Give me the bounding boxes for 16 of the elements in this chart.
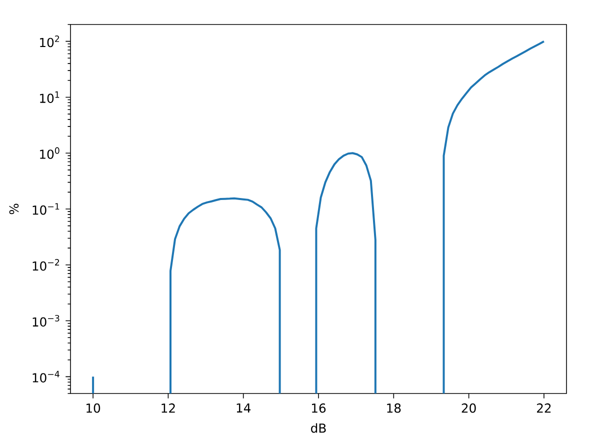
x-tick-label: 22 [536,403,551,413]
y-tick-label: 10$^{−3}$ [32,314,60,327]
x-tick-label: 20 [462,403,476,413]
y-tick-label: 10$^{−4}$ [32,370,60,382]
x-tick-label: 12 [162,403,175,413]
y-tick-label: 10$^{−1}$ [32,203,60,215]
y-tick-label: 10$^{1}$ [40,91,60,103]
x-tick-label: 10 [86,403,100,413]
y-tick-label: 10$^{2}$ [40,35,60,48]
x-tick-label: 16 [312,403,326,413]
y-tick-label: 10$^{0}$ [40,147,60,159]
y-tick-label: 10$^{−2}$ [32,259,60,271]
y-axis-title: % [9,204,19,214]
x-tick-label: 18 [387,403,401,413]
x-tick-label: 14 [236,403,251,412]
x-axis-title: dB [311,423,326,433]
